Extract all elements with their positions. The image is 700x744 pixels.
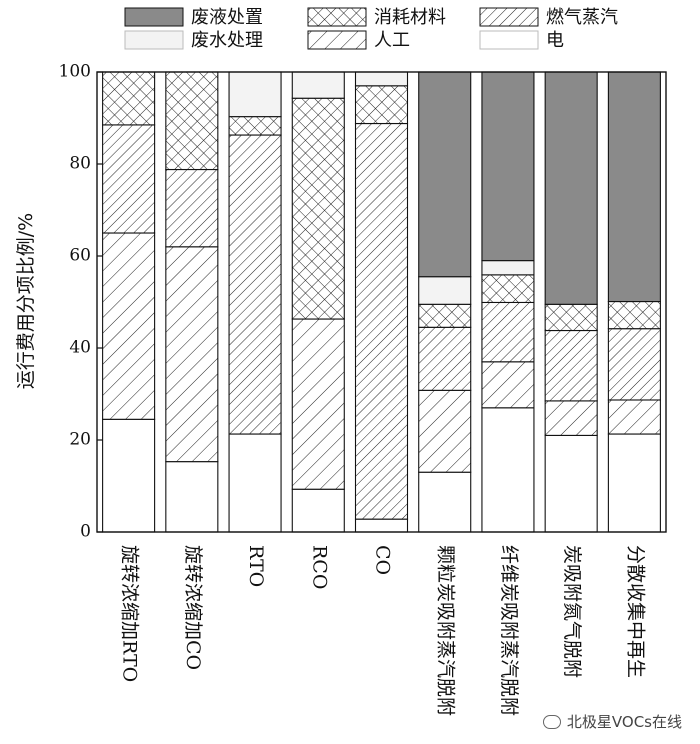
- bar-segment-7-e794b5: [481, 407, 535, 533]
- bar-segment-3-e5ba9fe6b0b4e5a484e79086: [228, 71, 282, 118]
- bar-segment-6-e78783e6b094e892b8e6b1bd: [418, 326, 472, 391]
- plot-frame: [96, 71, 667, 533]
- bar-segment-2-e6b688e88097e69d90e69699: [165, 71, 219, 171]
- bar-segment-4-e5ba9fe6b0b4e5a484e79086: [291, 71, 345, 99]
- legend-swatch-e78783e6b094e892b8e6b1bd: [479, 7, 539, 27]
- x-tick-label: CO: [372, 545, 394, 575]
- x-tick-label: RTO: [245, 545, 267, 587]
- x-tick-label: RCO: [308, 545, 330, 589]
- bar-segment-9-e794b5: [607, 433, 661, 533]
- bar-segment-8-e4babae5b7a5: [544, 400, 598, 436]
- bar-segment-2-e4babae5b7a5: [165, 246, 219, 463]
- bar-segment-6-e4babae5b7a5: [418, 389, 472, 473]
- x-tick-label: 旋转浓缩加RTO: [119, 545, 141, 682]
- x-tick-label: 旋转浓缩加CO: [182, 545, 204, 670]
- bar-segment-2-e794b5: [165, 461, 219, 533]
- x-tick-label: 纤维炭吸附蒸汽脱附: [498, 545, 520, 716]
- bar-segment-5-e794b5: [354, 518, 409, 533]
- wechat-icon: [542, 714, 561, 729]
- bar-segment-9-e78783e6b094e892b8e6b1bd: [607, 328, 661, 401]
- bar-segment-7-e5ba9fe6b6b2e5a484e7bdae: [481, 71, 535, 262]
- bar-segment-1-e6b688e88097e69d90e69699: [102, 71, 156, 126]
- y-tick-label: 100: [59, 62, 91, 82]
- legend-swatch-e5ba9fe6b6b2e5a484e7bdae: [124, 7, 184, 27]
- bar-segment-8-e794b5: [544, 434, 598, 533]
- legend-label: 电: [546, 30, 564, 51]
- bar-segment-7-e5ba9fe6b0b4e5a484e79086: [481, 260, 535, 276]
- y-tick-label: 0: [80, 522, 91, 542]
- bar-segment-9-e4babae5b7a5: [607, 399, 661, 435]
- bar-segment-3-e6b688e88097e69d90e69699: [228, 116, 282, 136]
- watermark-text: 北极星VOCs在线: [566, 713, 682, 731]
- y-tick-label: 20: [69, 430, 91, 450]
- bar-segment-7-e78783e6b094e892b8e6b1bd: [481, 301, 535, 363]
- bar-segment-7-e4babae5b7a5: [481, 361, 535, 409]
- axes: 旋转浓缩加RTO 旋转浓缩加CO RTO RCO CO 颗粒炭吸附蒸汽脱附 纤维炭吸附蒸汽脱…: [59, 62, 667, 716]
- x-tick-label: 炭吸附氮气脱附: [561, 545, 583, 678]
- bar-segment-4-e794b5: [291, 488, 345, 533]
- x-tick-label: 分散收集中再生: [624, 545, 646, 678]
- bar-segment-7-e6b688e88097e69d90e69699: [481, 274, 535, 304]
- x-tick-label: 颗粒炭吸附蒸汽脱附: [435, 545, 457, 716]
- bar-segment-6-e5ba9fe6b6b2e5a484e7bdae: [418, 71, 472, 278]
- legend-swatch-e6b688e88097e69d90e69699: [307, 7, 367, 27]
- y-tick-label: 60: [69, 246, 91, 266]
- legend-label: 燃气蒸汽: [546, 7, 618, 28]
- bar-segment-6-e5ba9fe6b0b4e5a484e79086: [418, 276, 472, 305]
- bar-segment-3-e78783e6b094e892b8e6b1bd: [228, 134, 282, 435]
- y-axis-title: 运行费用分项比例/%: [15, 213, 37, 389]
- legend-swatch-e4babae5b7a5: [307, 30, 367, 50]
- bar-segment-8-e5ba9fe6b6b2e5a484e7bdae: [544, 71, 598, 305]
- legend-label: 废水处理: [191, 30, 263, 51]
- bar-segment-1-e4babae5b7a5: [102, 232, 156, 420]
- y-tick-label: 80: [69, 154, 91, 174]
- bar-segment-8-e78783e6b094e892b8e6b1bd: [544, 329, 598, 402]
- y-tick-label: 40: [69, 338, 91, 358]
- bar-segment-1-e78783e6b094e892b8e6b1bd: [102, 124, 156, 234]
- bar-segment-9-e6b688e88097e69d90e69699: [607, 300, 661, 330]
- legend-swatch-e794b5: [479, 30, 539, 50]
- legend-label: 废液处置: [191, 7, 263, 28]
- bar-segment-9-e5ba9fe6b6b2e5a484e7bdae: [607, 71, 661, 303]
- bar-segment-6-e794b5: [418, 471, 472, 533]
- legend-label: 消耗材料: [374, 7, 446, 28]
- bar-segment-1-e794b5: [102, 418, 156, 533]
- bar-segment-4-e6b688e88097e69d90e69699: [291, 97, 345, 320]
- bars: [102, 71, 661, 533]
- bar-segment-8-e6b688e88097e69d90e69699: [544, 303, 598, 332]
- bar-segment-5-e5ba9fe6b0b4e5a484e79086: [354, 71, 409, 87]
- legend-label: 人工: [374, 30, 410, 51]
- legend-swatch-e5ba9fe6b0b4e5a484e79086: [124, 30, 184, 50]
- bar-segment-6-e6b688e88097e69d90e69699: [418, 303, 472, 328]
- bar-segment-5-e78783e6b094e892b8e6b1bd: [354, 122, 409, 520]
- bar-segment-4-e4babae5b7a5: [291, 318, 345, 490]
- watermark: 北极星VOCs在线: [542, 711, 682, 732]
- bar-segment-2-e78783e6b094e892b8e6b1bd: [165, 168, 219, 248]
- bar-segment-5-e6b688e88097e69d90e69699: [354, 85, 409, 125]
- bar-segment-3-e794b5: [228, 433, 282, 533]
